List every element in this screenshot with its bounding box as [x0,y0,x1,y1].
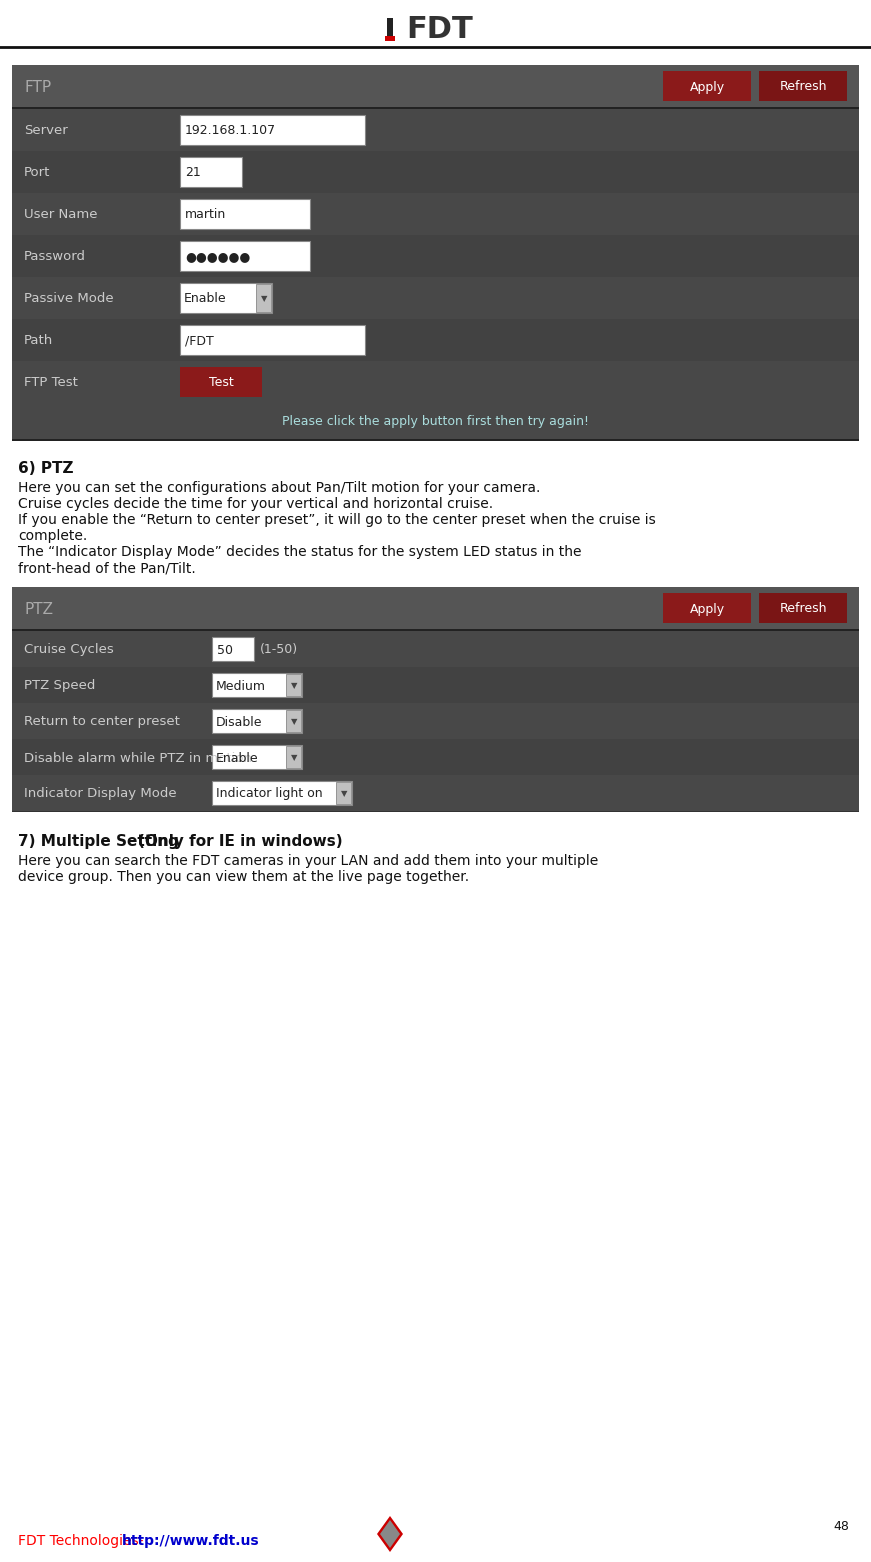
Text: FDT: FDT [406,16,473,44]
Bar [12,439,859,440]
Bar [759,594,847,623]
Text: FTP: FTP [24,80,51,94]
Bar [286,673,301,697]
Bar [12,234,859,276]
Bar [12,667,859,703]
Text: Port: Port [24,167,51,180]
Text: If you enable the “Return to center preset”, it will go to the center preset whe: If you enable the “Return to center pres… [18,512,656,526]
Bar [12,739,859,775]
Text: Path: Path [24,334,53,347]
Text: ▼: ▼ [341,789,348,798]
Bar [286,747,301,769]
Text: Password: Password [24,250,86,264]
Bar [12,587,859,629]
Text: 192.168.1.107: 192.168.1.107 [185,125,276,137]
Bar [256,284,271,312]
Text: 6) PTZ: 6) PTZ [18,461,73,476]
Bar [180,241,310,270]
Text: Disable alarm while PTZ in motion: Disable alarm while PTZ in motion [24,751,252,764]
Text: device group. Then you can view them at the live page together.: device group. Then you can view them at … [18,870,469,884]
Text: Passive Mode: Passive Mode [24,292,113,306]
Bar [12,276,859,319]
Bar [180,158,242,187]
Bar [180,283,272,312]
Text: Disable: Disable [216,715,262,728]
Text: Here you can search the FDT cameras in your LAN and add them into your multiple: Here you can search the FDT cameras in y… [18,854,598,868]
Bar [663,70,751,102]
Text: (Only for IE in windows): (Only for IE in windows) [138,834,342,850]
Text: Test: Test [209,376,233,389]
Text: /FDT: /FDT [185,334,213,347]
Polygon shape [377,1517,403,1553]
Text: ▼: ▼ [291,753,297,762]
Bar [12,361,859,403]
Text: PTZ Speed: PTZ Speed [24,679,96,692]
Text: Refresh: Refresh [780,603,827,615]
Text: Return to center preset: Return to center preset [24,715,180,728]
Bar [212,781,352,804]
Bar [12,194,859,234]
Bar [180,116,365,145]
Text: ▼: ▼ [291,717,297,726]
Bar [12,403,859,439]
Text: Indicator Display Mode: Indicator Display Mode [24,787,177,800]
Text: Apply: Apply [690,603,725,615]
Bar [12,631,859,667]
Text: http://www.fdt.us: http://www.fdt.us [122,1534,260,1548]
Bar [12,108,859,109]
Text: 48: 48 [834,1520,849,1532]
Text: 21: 21 [185,167,200,180]
Bar [180,198,310,230]
Text: Here you can set the configurations about Pan/Tilt motion for your camera.: Here you can set the configurations abou… [18,481,540,495]
Bar [212,673,302,697]
Bar [336,783,351,804]
Text: front-head of the Pan/Tilt.: front-head of the Pan/Tilt. [18,561,196,575]
Text: Enable: Enable [216,751,259,764]
Bar [180,325,365,355]
Text: User Name: User Name [24,208,98,222]
Text: FDT Technologies-: FDT Technologies- [18,1534,144,1548]
Bar [12,109,859,152]
Bar [212,745,302,769]
Bar [387,19,393,37]
Text: Cruise cycles decide the time for your vertical and horizontal cruise.: Cruise cycles decide the time for your v… [18,497,493,511]
Text: The “Indicator Display Mode” decides the status for the system LED status in the: The “Indicator Display Mode” decides the… [18,545,582,559]
Bar [759,70,847,102]
Text: Enable: Enable [184,292,226,306]
Bar [663,594,751,623]
Text: 50: 50 [217,644,233,656]
Text: Refresh: Refresh [780,81,827,94]
Text: Server: Server [24,125,68,137]
Text: (1-50): (1-50) [260,644,298,656]
Bar [12,319,859,361]
Text: ●●●●●●: ●●●●●● [185,250,250,264]
Text: ▼: ▼ [260,295,267,303]
Bar [12,629,859,631]
Bar [286,711,301,733]
Text: PTZ: PTZ [24,601,53,617]
Text: martin: martin [185,208,226,222]
Text: Cruise Cycles: Cruise Cycles [24,644,114,656]
Text: ▼: ▼ [291,681,297,690]
Text: Medium: Medium [216,679,266,692]
Text: Apply: Apply [690,81,725,94]
Polygon shape [380,1520,400,1548]
Bar [12,703,859,739]
Bar [12,152,859,194]
Text: Please click the apply button first then try again!: Please click the apply button first then… [282,415,589,428]
Text: 7) Multiple Setting: 7) Multiple Setting [18,834,179,850]
Text: complete.: complete. [18,530,87,544]
Bar [212,637,254,661]
Bar [212,709,302,733]
Bar [12,66,859,108]
Bar [385,36,395,41]
Bar [12,775,859,811]
Text: Indicator light on: Indicator light on [216,787,322,800]
Text: FTP Test: FTP Test [24,376,78,389]
Bar [180,367,262,397]
